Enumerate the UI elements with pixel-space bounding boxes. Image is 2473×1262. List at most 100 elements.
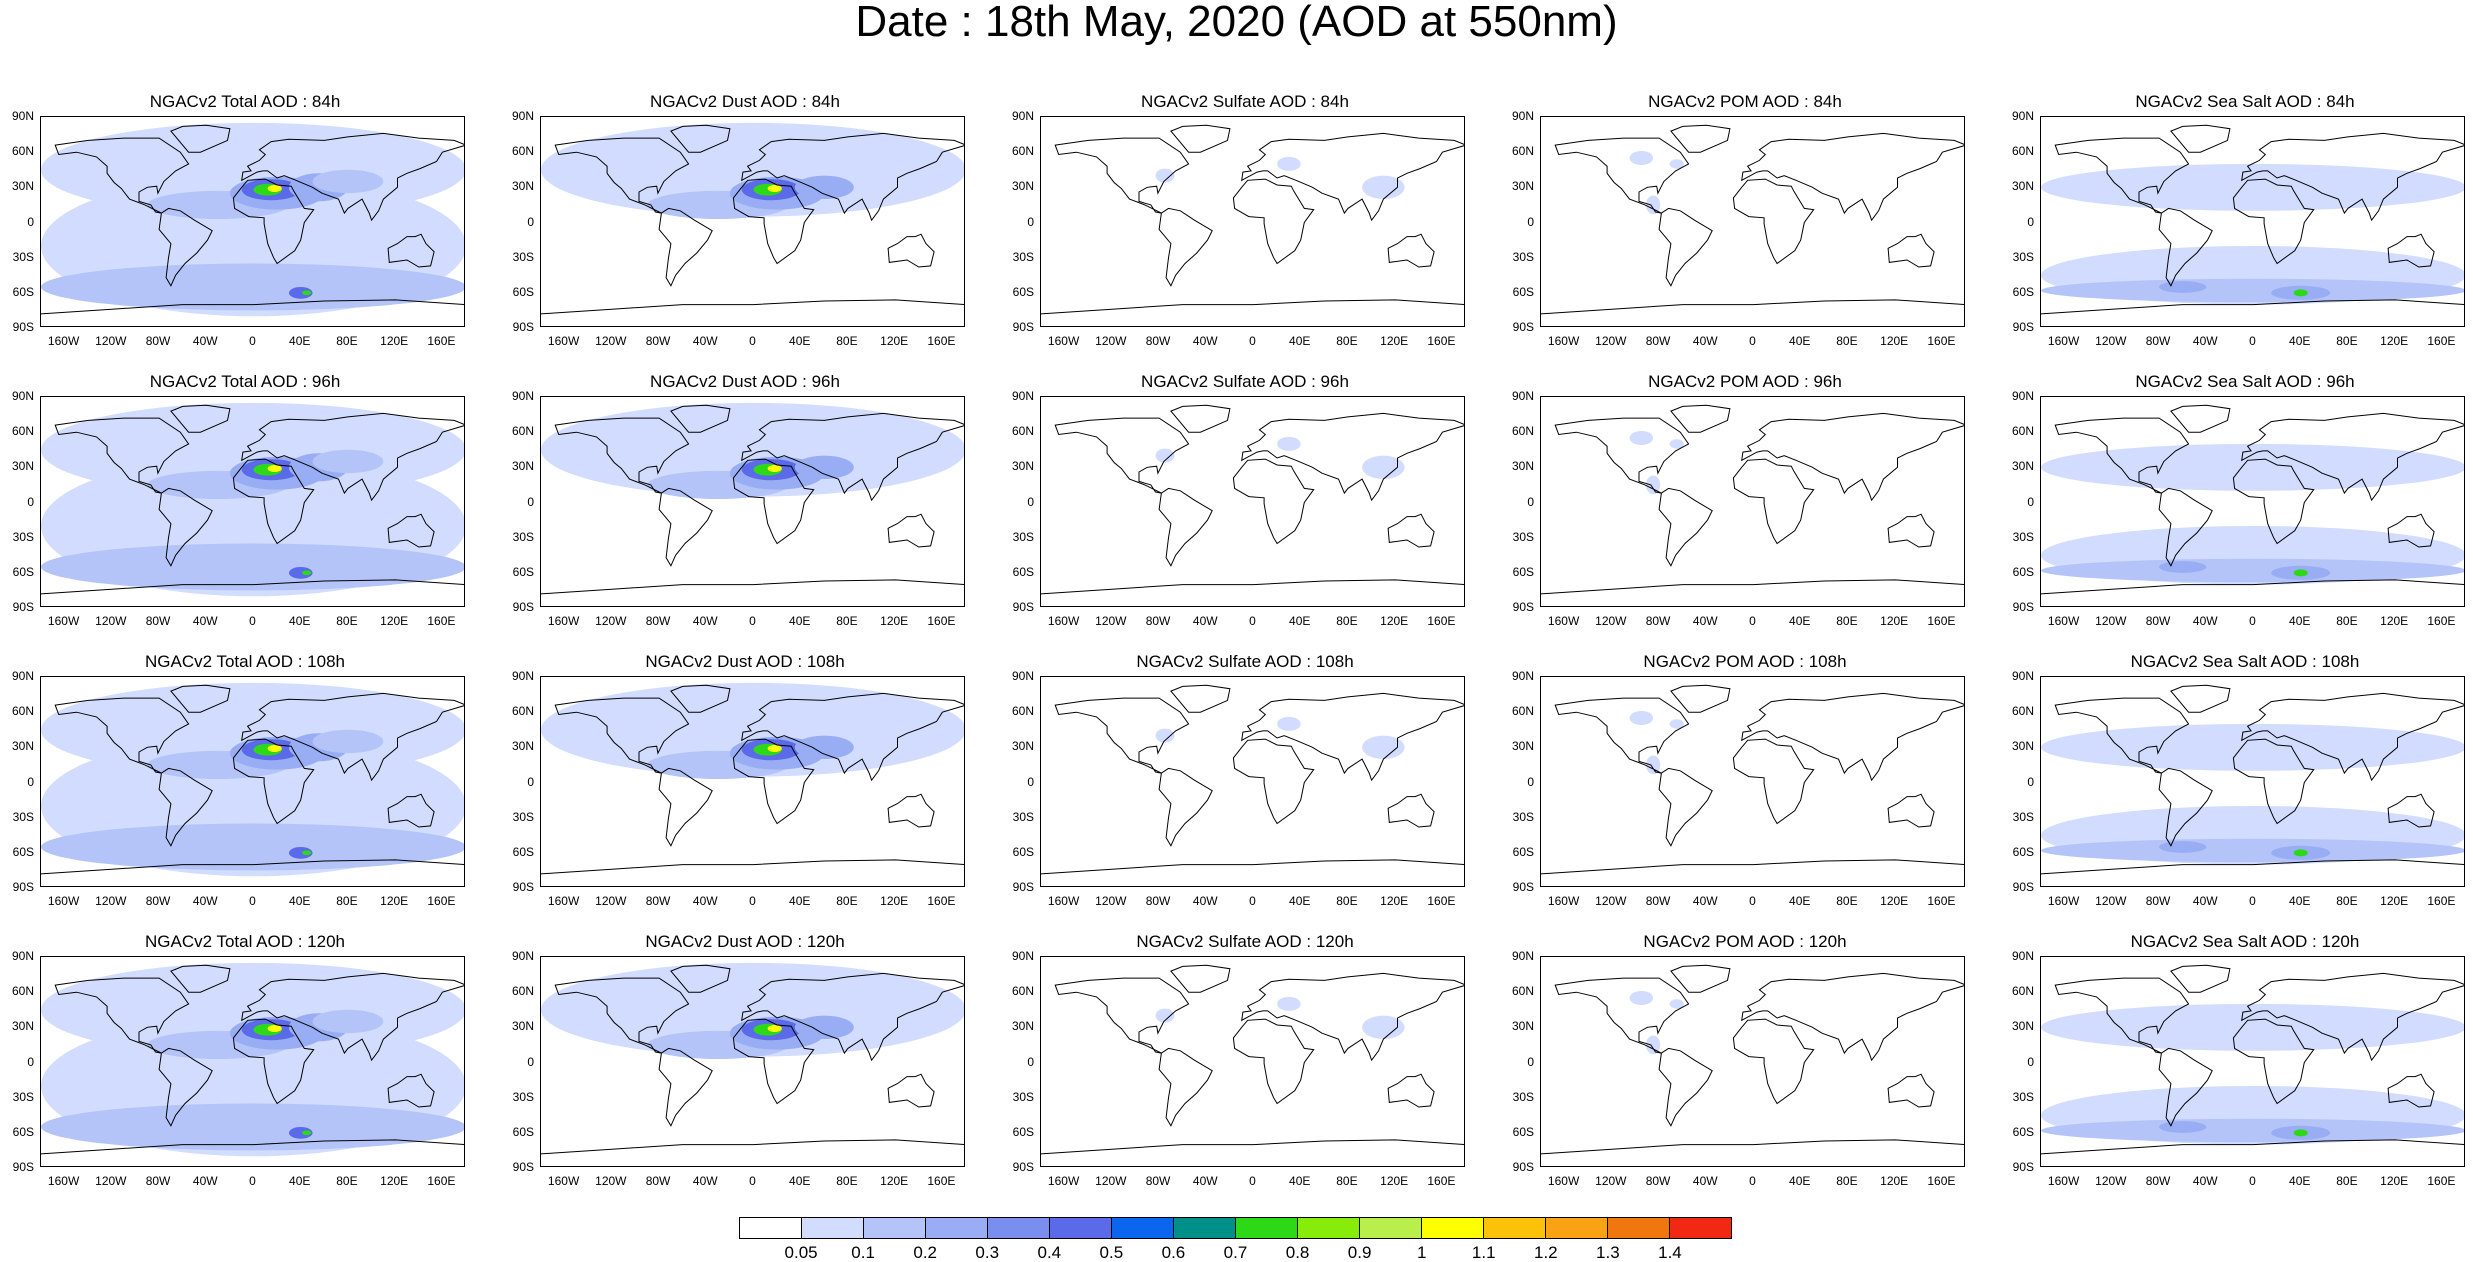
lat-tick-label: 60N <box>1511 984 1534 999</box>
coastline <box>1054 697 1190 774</box>
lat-tick-label: 60N <box>2011 984 2034 999</box>
lat-tick-label: 30N <box>1511 1019 1534 1034</box>
lat-tick-label: 60N <box>1011 424 1034 439</box>
lon-tick-label: 80W <box>1645 614 1671 628</box>
coastline <box>670 124 731 153</box>
lat-tick-label: 60S <box>2012 1124 2034 1139</box>
lat-tick-label: 90N <box>2011 389 2034 403</box>
lon-tick-label: 40W <box>2192 1174 2218 1188</box>
colorbar-tick-label: 0.05 <box>784 1243 818 1262</box>
coastline <box>2170 964 2231 993</box>
coastline <box>158 767 213 847</box>
lat-tick-label: 60N <box>1511 144 1534 159</box>
lon-tick-label: 40W <box>1192 614 1218 628</box>
lon-tick-label: 40W <box>692 894 718 908</box>
panel-title: NGACv2 Sea Salt AOD : 108h <box>2130 652 2360 671</box>
map-panel: NGACv2 Sea Salt AOD : 108h 90N 60N 30N 0 30S 6… <box>2000 652 2473 907</box>
lon-tick-label: 160E <box>1927 894 1956 908</box>
map-panel: NGACv2 Sulfate AOD : 96h 90N 60N 30N 0 30S 60S… <box>1000 372 1490 627</box>
aod-contour <box>2041 163 2464 211</box>
lat-tick-label: 30S <box>1512 529 1534 544</box>
lon-tick-label: 0 <box>2249 334 2256 348</box>
lon-tick-label: 40E <box>1789 614 1811 628</box>
lon-tick-label: 160W <box>2047 334 2080 348</box>
aod-contour <box>794 1015 854 1040</box>
lon-tick-label: 120E <box>880 334 909 348</box>
lat-tick-label: 60N <box>1011 704 1034 719</box>
coastline <box>2387 513 2435 548</box>
lat-tick-label: 30N <box>2011 459 2034 474</box>
coastline <box>1241 692 1464 782</box>
world-map <box>1540 956 1965 1167</box>
page-title: Date : 18th May, 2020 (AOD at 550nm) <box>855 0 1618 46</box>
lon-tick-label: 120E <box>380 614 409 628</box>
coastline <box>658 207 713 287</box>
lat-tick-label: 60N <box>511 704 534 719</box>
coastline <box>541 1139 964 1155</box>
aod-contour <box>301 1130 312 1136</box>
aod-contour <box>794 175 854 200</box>
aod-contour <box>41 543 464 591</box>
coastline <box>1741 692 1964 782</box>
aod-contour <box>541 962 964 1057</box>
aod-contour <box>312 1009 384 1034</box>
lon-tick-label: 80W <box>145 1174 171 1188</box>
panel-title: NGACv2 POM AOD : 84h <box>1648 92 1842 111</box>
coastline <box>887 1073 935 1108</box>
aod-contour <box>1155 1008 1175 1023</box>
lon-tick-label: 80E <box>2336 1174 2358 1188</box>
world-map <box>1040 396 1465 607</box>
lat-tick-label: 0 <box>1027 774 1034 789</box>
lon-tick-label: 120W <box>2095 614 2127 628</box>
lat-tick-label: 90S <box>12 1160 34 1174</box>
lon-tick-label: 80E <box>1836 1174 1858 1188</box>
lat-tick-label: 60S <box>1512 564 1534 579</box>
lon-tick-label: 160W <box>2047 614 2080 628</box>
lat-tick-label: 90S <box>1012 600 1034 614</box>
aod-field <box>541 122 964 315</box>
lon-tick-label: 160W <box>1047 894 1080 908</box>
map-panel: NGACv2 POM AOD : 108h 90N 60N 30N 0 30S 60S 90S… <box>1500 652 1990 907</box>
lon-tick-label: 0 <box>2249 614 2256 628</box>
colorbar-swatch <box>1050 1218 1112 1238</box>
coastline <box>158 487 213 567</box>
aod-contour <box>267 464 282 473</box>
colorbar-swatch <box>740 1218 802 1238</box>
lat-tick-label: 90S <box>2012 320 2034 334</box>
lon-tick-label: 80W <box>1145 614 1171 628</box>
lat-tick-label: 90N <box>1511 949 1534 963</box>
lon-tick-label: 160E <box>1427 614 1456 628</box>
lon-tick-label: 80W <box>2145 334 2171 348</box>
lon-tick-label: 0 <box>749 894 756 908</box>
lat-tick-label: 60N <box>11 424 34 439</box>
colorbar-swatch <box>864 1218 926 1238</box>
world-map <box>540 676 965 887</box>
coastline <box>2041 579 2464 595</box>
lon-tick-label: 120E <box>1880 894 1909 908</box>
aod-contour <box>1646 475 1661 495</box>
coastline <box>54 697 190 774</box>
lat-tick-label: 90S <box>1012 320 1034 334</box>
lon-tick-label: 160W <box>2047 894 2080 908</box>
lat-tick-label: 0 <box>527 494 534 509</box>
lon-tick-label: 160E <box>2427 614 2456 628</box>
coastline <box>1658 207 1713 287</box>
aod-contour <box>767 744 782 753</box>
coastline <box>1732 458 1815 545</box>
lon-tick-label: 40W <box>192 1174 218 1188</box>
lat-tick-label: 60S <box>2012 844 2034 859</box>
lon-tick-label: 120E <box>880 614 909 628</box>
lat-tick-label: 90N <box>11 669 34 683</box>
aod-contour <box>2159 281 2207 293</box>
lat-tick-label: 60S <box>12 844 34 859</box>
aod-contour <box>301 290 312 296</box>
lon-tick-label: 80W <box>645 1174 671 1188</box>
lat-tick-label: 0 <box>2027 774 2034 789</box>
lat-tick-label: 30S <box>512 809 534 824</box>
aod-contour <box>41 402 464 497</box>
lat-tick-label: 30S <box>12 809 34 824</box>
aod-contour <box>2293 1129 2308 1137</box>
lat-tick-label: 60S <box>1012 844 1034 859</box>
world-map <box>540 396 965 607</box>
colorbar-tick-label: 0.4 <box>1037 1243 1062 1262</box>
